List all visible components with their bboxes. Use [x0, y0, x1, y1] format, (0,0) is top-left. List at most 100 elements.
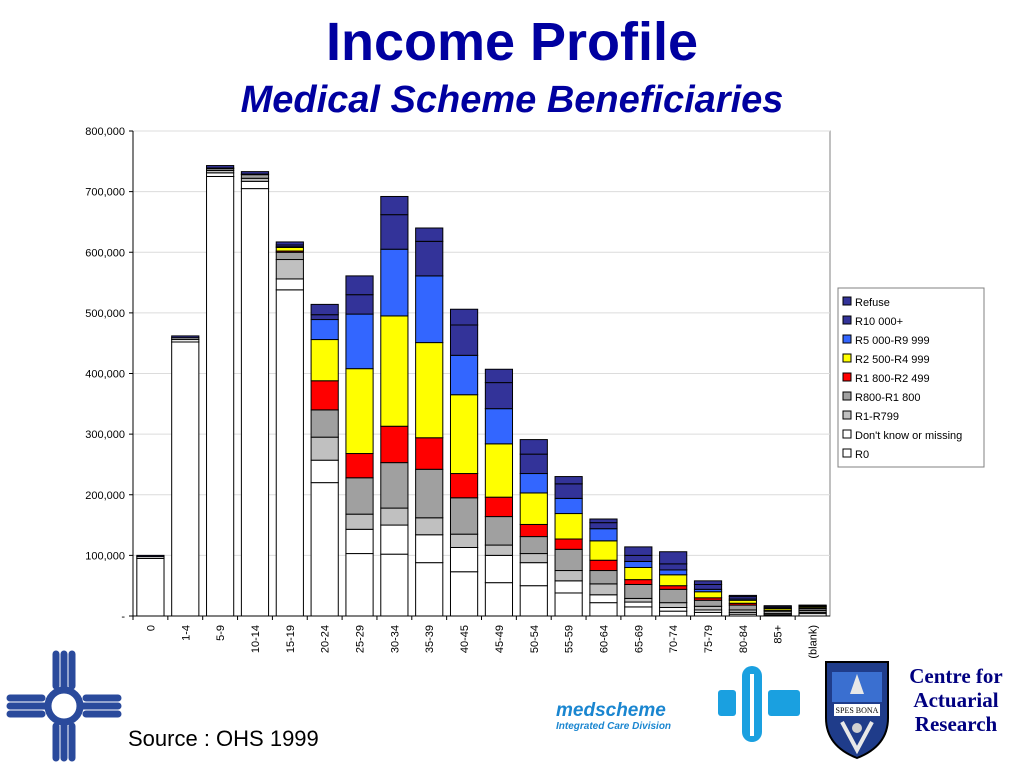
bar-segment-40-45-r2-500-r4-999	[449, 394, 479, 475]
y-tick-label: -	[121, 611, 125, 623]
y-tick-label: 400,000	[85, 369, 125, 381]
bar-segment-10-14-r800-r1-800	[240, 174, 270, 179]
bar-segment-45-49-r800-r1-800	[484, 516, 514, 546]
bar-segment-1-4-r0	[171, 341, 200, 617]
bar-segment-50-54-r5-000-r9-999	[519, 473, 548, 494]
bar-segment-60-64-don-t-know-or-missing	[589, 594, 618, 604]
bar-segment-20-24-r1-800-r2-499	[310, 380, 339, 411]
x-tick-label: 15-19	[285, 625, 297, 653]
bar-segment-75-79-r0	[693, 611, 723, 617]
y-tick-label: 700,000	[85, 187, 125, 199]
bar-segment-5-9-refuse	[206, 165, 235, 169]
x-tick-label: (blank)	[808, 625, 820, 659]
bar-segment-80-84-r800-r1-800	[728, 604, 757, 611]
page-title: Income Profile	[325, 12, 699, 72]
bar-segment-75-79-r2-500-r4-999	[693, 591, 723, 599]
bar-segment-65-69-r0	[624, 606, 653, 617]
bar-segment-15-19-r0	[275, 289, 304, 617]
bar-segment-20-24-r0	[310, 482, 339, 617]
bar-segment-50-54-r1-r799	[519, 553, 548, 564]
bar-segment-65-69-r2-500-r4-999	[624, 567, 653, 581]
bar-segment-55-59-r1-800-r2-499	[554, 538, 583, 550]
bar-segment-20-24-r1-r799	[310, 436, 339, 461]
bar-segment-60-64-r1-r799	[589, 583, 618, 596]
bar-segment-70-74-r1-800-r2-499	[659, 585, 688, 590]
bar-segment-65-69-don-t-know-or-missing	[624, 601, 653, 608]
x-tick-label: 55-59	[564, 625, 576, 653]
bar-segment-70-74-r0	[659, 610, 688, 617]
cross-emblem-logo	[6, 650, 122, 762]
bar-segment-55-59-don-t-know-or-missing	[554, 580, 583, 594]
bar-segment-85+-refuse	[763, 605, 792, 608]
bar-segment-60-64-r2-500-r4-999	[589, 540, 618, 561]
car-line-2: Actuarial	[913, 688, 999, 712]
source-note: Source : OHS 1999	[128, 726, 319, 751]
seal-text: SPES BONA	[836, 706, 879, 715]
bar-segment-40-45-r1-r799	[449, 533, 479, 548]
bar-segment-40-45-refuse	[449, 308, 479, 326]
bar-segment-55-59-r800-r1-800	[554, 548, 583, 572]
bar-segment-55-59-r2-500-r4-999	[554, 513, 583, 540]
bar-segment-45-49-don-t-know-or-missing	[484, 554, 514, 584]
x-tick-label: 70-74	[668, 625, 680, 653]
car-logo-text: Centre for Actuarial Research	[892, 664, 1020, 736]
bar-segment-70-74-r800-r1-800	[659, 588, 688, 604]
legend-label: Don't know or missing	[855, 430, 962, 442]
bar-segment-75-79-r800-r1-800	[693, 599, 723, 607]
bar-segment-30-34-r1-800-r2-499	[380, 425, 409, 464]
legend-label: R0	[855, 449, 869, 461]
bar-segment-60-64-r800-r1-800	[589, 570, 618, 585]
bar-segment-70-74-r5-000-r9-999	[659, 569, 688, 576]
bar-segment-35-39-r1-800-r2-499	[415, 437, 444, 470]
bar-segment-25-29-r800-r1-800	[345, 477, 374, 515]
bar-segment-(blank)-refuse	[798, 604, 827, 607]
bar-segment-45-49-r2-500-r4-999	[484, 443, 514, 498]
x-tick-label: 60-64	[598, 625, 610, 653]
bar-segment-70-74-r10-000-	[659, 563, 688, 571]
bar-segment-15-19-don-t-know-or-missing	[275, 278, 304, 291]
bar-segment-35-39-r5-000-r9-999	[415, 275, 444, 344]
x-tick-label: 25-29	[355, 625, 367, 653]
legend-label: R800-R1 800	[855, 392, 920, 404]
bar-segment-50-54-refuse	[519, 439, 548, 455]
bar-segment-30-34-refuse	[380, 195, 409, 216]
bar-segment-30-34-r800-r1-800	[380, 462, 409, 509]
bar-segment-20-24-r10-000-	[310, 314, 339, 321]
x-tick-label: 40-45	[459, 625, 471, 653]
bar-segment-60-64-r1-800-r2-499	[589, 559, 618, 572]
bar-segment-30-34-r10-000-	[380, 214, 409, 250]
bar-segment-70-74-don-t-know-or-missing	[659, 607, 688, 612]
bar-segment-25-29-r5-000-r9-999	[345, 313, 374, 370]
bar-segment-30-34-r5-000-r9-999	[380, 248, 409, 317]
legend-swatch	[842, 315, 852, 325]
x-tick-label: 80-84	[738, 625, 750, 653]
bar-segment-35-39-r2-500-r4-999	[415, 342, 444, 439]
bar-segment-20-24-r5-000-r9-999	[310, 319, 339, 341]
legend-label: R1-R799	[855, 411, 899, 423]
bar-segment-35-39-r10-000-	[415, 240, 444, 277]
y-tick-label: 300,000	[85, 429, 125, 441]
car-line-1: Centre for	[909, 664, 1003, 688]
bar-segment-35-39-refuse	[415, 227, 444, 242]
university-shield-logo: SPES BONA	[825, 661, 889, 760]
bar-segment-45-49-r10-000-	[484, 382, 514, 410]
bar-segment-45-49-refuse	[484, 368, 514, 384]
bar-segment-50-54-don-t-know-or-missing	[519, 562, 548, 587]
bar-segment-20-24-refuse	[310, 303, 339, 316]
bar-segment-45-49-r0	[484, 582, 514, 617]
bar-segment-10-14-don-t-know-or-missing	[240, 180, 270, 190]
bar-segment-25-29-r1-800-r2-499	[345, 453, 374, 479]
bar-segment-60-64-refuse	[589, 518, 618, 524]
legend-swatch	[842, 429, 852, 439]
bar-segment-25-29-r2-500-r4-999	[345, 368, 374, 455]
bar-segment-70-74-refuse	[659, 551, 688, 565]
bar-segment-75-79-r1-r799	[693, 605, 723, 611]
bar-segment-70-74-r2-500-r4-999	[659, 574, 688, 587]
bar-segment-25-29-r1-r799	[345, 513, 374, 530]
bar-segment-30-34-don-t-know-or-missing	[380, 524, 409, 555]
bar-segment-50-54-r800-r1-800	[519, 536, 548, 555]
x-tick-label: 85+	[773, 625, 785, 644]
bar-segment-55-59-r5-000-r9-999	[554, 497, 583, 515]
legend-swatch	[842, 391, 852, 401]
page-subtitle: Medical Scheme Beneficiaries	[240, 79, 784, 121]
